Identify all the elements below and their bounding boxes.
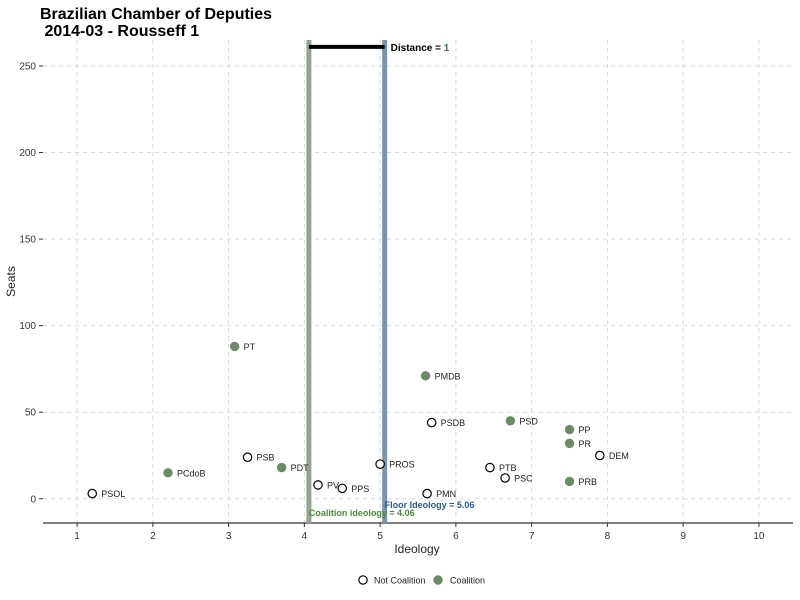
point-pr <box>564 438 575 449</box>
point-label-pps: PPS <box>351 484 369 494</box>
point-pp <box>564 424 575 435</box>
point-psb <box>242 452 253 463</box>
distance-value: 1 <box>444 43 450 54</box>
distance-label: Distance = 1 <box>391 43 450 54</box>
y-tick-label: 100 <box>19 321 36 332</box>
legend: Not Coalition Coalition <box>358 575 485 586</box>
point-label-psb: PSB <box>257 453 275 463</box>
point-psd <box>505 416 516 426</box>
x-tick-label: 7 <box>529 531 535 542</box>
chart-title-line-2: 2014-03 - Rousseff 1 <box>40 23 200 40</box>
x-tick-label: 8 <box>605 531 611 542</box>
point-pt <box>229 341 240 352</box>
point-label-pv: PV <box>327 480 339 490</box>
chart-title: Brazilian Chamber of Deputies 2014-03 - … <box>40 6 272 40</box>
x-tick-label: 5 <box>377 531 383 542</box>
point-label-psol: PSOL <box>101 489 125 499</box>
point-label-dem: DEM <box>609 451 629 461</box>
point-label-psc: PSC <box>514 473 533 483</box>
y-tick-label: 250 <box>19 61 36 72</box>
point-psdb <box>426 417 437 428</box>
point-label-pp: PP <box>579 425 591 435</box>
legend-label-coalition: Coalition <box>450 576 485 586</box>
point-dem <box>595 450 605 461</box>
point-pcdob <box>163 468 173 478</box>
point-label-ptb: PTB <box>499 463 517 473</box>
point-pmdb <box>420 371 431 381</box>
point-label-pt: PT <box>244 342 256 352</box>
point-label-pdt: PDT <box>291 463 310 473</box>
point-label-pcdob: PCdoB <box>177 468 206 478</box>
point-psc <box>500 473 510 483</box>
point-psol <box>87 488 98 499</box>
y-tick-label: 0 <box>30 494 36 505</box>
distance-label-text: Distance = <box>391 43 444 54</box>
point-label-pmdb: PMDB <box>435 371 461 381</box>
x-tick-label: 10 <box>753 531 765 542</box>
data-points <box>87 341 605 499</box>
point-label-psd: PSD <box>519 416 538 426</box>
x-axis-title: Ideology <box>394 542 439 556</box>
point-pmn <box>422 488 432 499</box>
x-tick-label: 3 <box>226 531 232 542</box>
y-tick-label: 50 <box>25 408 37 419</box>
point-label-pros: PROS <box>389 460 415 470</box>
point-pps <box>337 483 348 494</box>
point-label-prb: PRB <box>579 477 598 487</box>
point-pdt <box>276 462 287 473</box>
x-tick-label: 6 <box>453 531 459 542</box>
x-tick-label: 1 <box>74 531 80 542</box>
chart-title-line-1: Brazilian Chamber of Deputies <box>40 6 273 23</box>
y-axis-title: Seats <box>4 266 18 297</box>
legend-key-coalition <box>433 575 443 585</box>
point-label-pmn: PMN <box>436 489 456 499</box>
ideology-lines <box>306 40 388 523</box>
floor-ideology-label: Floor Ideology = 5.06 <box>385 500 475 510</box>
x-tick-label: 2 <box>150 531 156 542</box>
y-tick-label: 150 <box>19 235 36 246</box>
x-tick-label: 4 <box>302 531 308 542</box>
legend-label-not-coalition: Not Coalition <box>374 576 426 586</box>
point-label-psdb: PSDB <box>441 418 466 428</box>
point-prb <box>564 476 575 487</box>
point-label-pr: PR <box>579 439 592 449</box>
gridlines <box>43 40 793 523</box>
x-tick-label: 9 <box>680 531 686 542</box>
legend-key-not-coalition <box>358 575 368 585</box>
point-ptb <box>485 462 495 473</box>
point-pv <box>313 480 323 490</box>
coalition-ideology-label: Coalition ideology = 4.06 <box>309 508 415 518</box>
point-pros <box>375 459 385 469</box>
y-tick-label: 200 <box>19 148 36 159</box>
